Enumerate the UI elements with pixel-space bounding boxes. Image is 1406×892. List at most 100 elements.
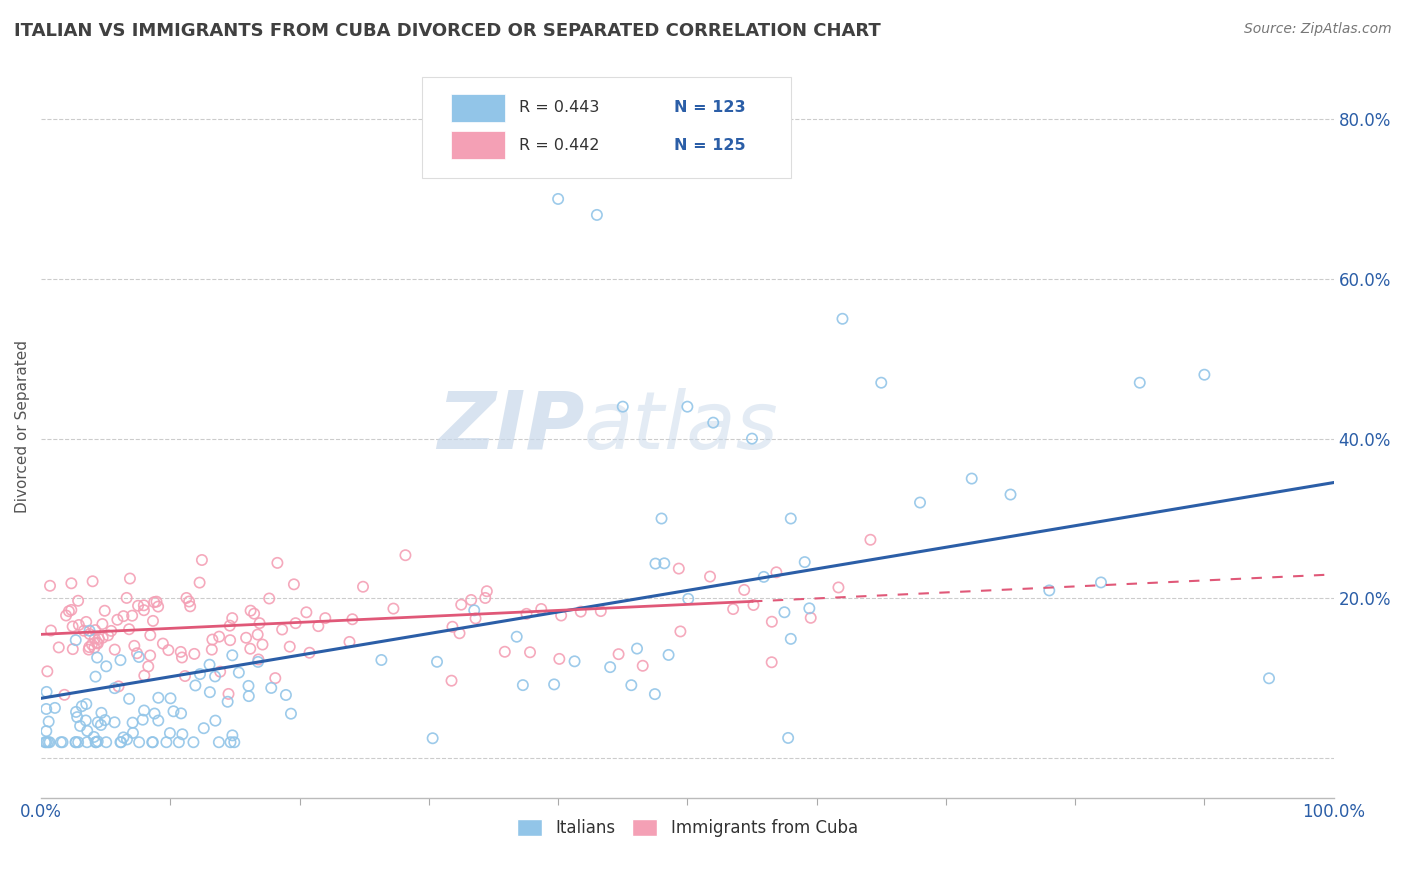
Point — [115, 591, 138, 605]
Point — [208, 735, 231, 749]
Point — [765, 566, 787, 580]
Point — [198, 685, 221, 699]
Point — [620, 678, 643, 692]
Point — [370, 653, 392, 667]
Point — [515, 607, 537, 621]
Point — [112, 731, 135, 745]
Point — [82, 574, 104, 589]
Point — [70, 699, 93, 714]
Point — [112, 609, 135, 624]
Point — [124, 639, 146, 653]
Point — [131, 713, 153, 727]
FancyBboxPatch shape — [422, 78, 790, 178]
Point — [167, 735, 190, 749]
Point — [589, 604, 612, 618]
Point — [426, 655, 449, 669]
Text: atlas: atlas — [583, 388, 779, 466]
Point — [1258, 671, 1281, 685]
Point — [148, 690, 170, 705]
Point — [676, 591, 699, 606]
Point — [60, 603, 83, 617]
Point — [87, 734, 110, 748]
Point — [75, 714, 97, 728]
Point — [260, 681, 283, 695]
Point — [170, 650, 193, 665]
Point — [118, 572, 141, 586]
Text: R = 0.443: R = 0.443 — [519, 101, 600, 115]
Point — [652, 557, 675, 571]
Point — [38, 714, 60, 729]
Point — [115, 732, 138, 747]
Point — [39, 624, 62, 638]
Point — [607, 647, 630, 661]
Point — [239, 604, 262, 618]
Point — [224, 735, 246, 749]
Point — [221, 728, 243, 742]
Point — [51, 735, 73, 749]
Point — [65, 735, 87, 749]
Point — [219, 633, 242, 648]
Point — [266, 556, 288, 570]
Point — [67, 618, 90, 632]
Point — [779, 511, 801, 525]
Point — [742, 598, 765, 612]
Point — [110, 735, 132, 749]
Point — [247, 655, 270, 669]
Point — [90, 718, 112, 732]
Point — [65, 735, 87, 749]
Point — [543, 677, 565, 691]
Point — [159, 691, 181, 706]
Point — [870, 376, 893, 390]
Point — [702, 416, 724, 430]
Point — [35, 702, 58, 716]
Point — [183, 735, 205, 749]
Point — [626, 641, 648, 656]
Point — [157, 643, 180, 657]
Point — [86, 650, 108, 665]
Point — [94, 713, 117, 727]
Point — [506, 630, 529, 644]
Point — [547, 192, 569, 206]
Point — [475, 584, 498, 599]
Point — [221, 648, 243, 663]
Point — [184, 678, 207, 692]
Point — [39, 579, 62, 593]
Point — [599, 660, 621, 674]
Point — [1038, 583, 1060, 598]
Point — [139, 648, 162, 663]
Point — [105, 613, 128, 627]
Point — [174, 669, 197, 683]
Point — [569, 605, 592, 619]
Point — [177, 594, 200, 608]
Point — [204, 669, 226, 683]
Point — [239, 641, 262, 656]
Point — [512, 678, 534, 692]
Point — [38, 735, 60, 749]
Text: ITALIAN VS IMMIGRANTS FROM CUBA DIVORCED OR SEPARATED CORRELATION CHART: ITALIAN VS IMMIGRANTS FROM CUBA DIVORCED… — [14, 22, 880, 40]
Point — [121, 715, 143, 730]
Point — [278, 640, 301, 654]
Point — [644, 687, 666, 701]
Point — [84, 670, 107, 684]
Point — [67, 593, 90, 607]
Point — [179, 599, 201, 614]
Point — [49, 735, 72, 749]
Point — [65, 633, 87, 648]
Point — [127, 599, 149, 613]
Point — [80, 638, 103, 652]
Point — [218, 687, 240, 701]
Point — [73, 624, 96, 638]
Point — [773, 605, 796, 619]
Point — [450, 598, 472, 612]
Point — [519, 645, 541, 659]
Point — [118, 691, 141, 706]
Point — [741, 432, 763, 446]
Point — [176, 591, 198, 605]
Point — [382, 601, 405, 615]
Point — [125, 646, 148, 660]
Point — [249, 616, 271, 631]
Point — [271, 623, 294, 637]
Point — [908, 495, 931, 509]
Point — [1129, 376, 1152, 390]
Point — [564, 654, 586, 668]
